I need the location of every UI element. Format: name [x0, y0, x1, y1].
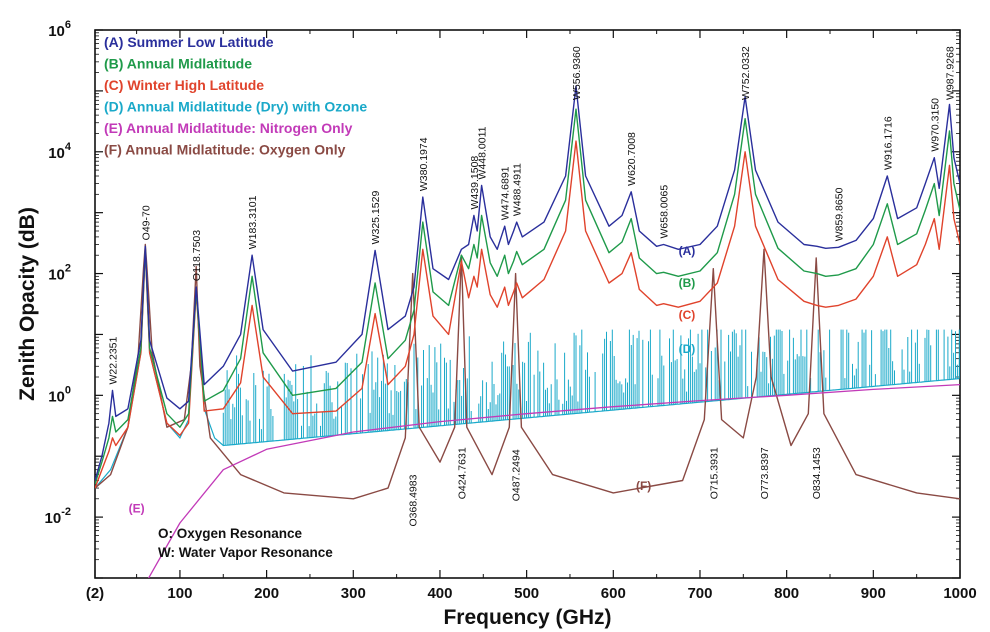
- peak-label: O49-70: [140, 205, 152, 240]
- x-tick-label: 900: [861, 585, 886, 602]
- x-tick-label: 300: [341, 585, 366, 602]
- peak-label: W488.4911: [512, 163, 524, 216]
- peak-labels: W22.2351 O49-70 O118.7503 W183.3101 W325.152…: [108, 46, 957, 384]
- x-tick-label: 600: [601, 585, 626, 602]
- legend-item-d: (D) Annual Midlatitude (Dry) with Ozone: [104, 99, 367, 115]
- peak-label: W620.7008: [626, 132, 638, 186]
- peak-label: W380.1974: [418, 137, 430, 191]
- dip-label: O368.4983: [408, 474, 420, 526]
- series-d-spikes: [222, 329, 960, 446]
- x-tick-label: (2): [86, 585, 104, 602]
- plot-frame: [94, 29, 961, 579]
- peak-label: W474.6891: [500, 166, 512, 220]
- peak-label: O118.7503: [191, 230, 203, 281]
- series-a-line: [95, 85, 960, 481]
- legend-item-c: (C) Winter High Latitude: [104, 77, 264, 93]
- peak-label: W439.1508: [469, 156, 481, 210]
- resonance-note: O: Oxygen Resonance: [158, 526, 303, 541]
- peak-label: W916.1716: [882, 116, 894, 170]
- x-tick-label: 800: [774, 585, 799, 602]
- peak-label: W183.3101: [247, 195, 259, 249]
- y-tick-label: 102: [48, 263, 71, 284]
- peak-label: W325.1529: [370, 191, 382, 245]
- dip-label: O487.2494: [511, 449, 523, 501]
- series-tags: (A) (B) (C) (D) (E) (F): [129, 244, 696, 515]
- peak-label: W658.0065: [659, 185, 671, 239]
- series-tag-c: (C): [679, 308, 696, 322]
- x-tick-label: 700: [687, 585, 712, 602]
- x-tick-label: 500: [514, 585, 539, 602]
- x-tick-label: 400: [427, 585, 452, 602]
- y-tick-label: 106: [48, 19, 71, 40]
- dip-label: O834.1453: [811, 447, 823, 499]
- legend-item-b: (B) Annual Midlatitude: [104, 56, 252, 72]
- series-e-line: [147, 383, 960, 578]
- series-tag-e: (E): [129, 501, 145, 515]
- peak-label: W970.3150: [929, 98, 941, 152]
- series-d-line: [95, 246, 960, 489]
- dip-label: O424.7631: [456, 447, 468, 499]
- dip-label: O715.3931: [708, 447, 720, 499]
- peak-label: W859.8650: [834, 187, 846, 241]
- series-tag-b: (B): [679, 276, 696, 290]
- x-tick-label: 200: [254, 585, 279, 602]
- y-axis-title: Zenith Opacity (dB): [16, 207, 39, 401]
- peak-label: W752.0332: [740, 46, 752, 100]
- peak-label: W448.0011: [477, 126, 489, 179]
- resonance-note: W: Water Vapor Resonance: [158, 545, 333, 560]
- x-tick-label: 1000: [943, 585, 976, 602]
- plot-area: [95, 85, 960, 578]
- x-axis-ticks: (2) 100 200 300 400 500 600 700 800 900 1000: [86, 30, 977, 602]
- legend-item-f: (F) Annual Midlatitude: Oxygen Only: [104, 142, 346, 158]
- y-tick-label: 10-2: [45, 506, 71, 527]
- series-tag-d: (D): [679, 342, 696, 356]
- x-tick-label: 100: [167, 585, 192, 602]
- series-f-line: [95, 243, 960, 500]
- dip-label: O773.8397: [759, 447, 771, 499]
- series-tag-a: (A): [679, 244, 696, 258]
- peak-label: W556.9360: [571, 46, 583, 100]
- resonance-notes: O: Oxygen Resonance W: Water Vapor Resona…: [158, 526, 333, 560]
- legend-item-e: (E) Annual Midlatitude: Nitrogen Only: [104, 120, 353, 136]
- dip-labels: O368.4983 O424.7631 O487.2494 O715.3931 O773…: [408, 447, 824, 526]
- x-axis-title: Frequency (GHz): [443, 606, 611, 629]
- y-tick-label: 100: [48, 384, 71, 405]
- legend: (A) Summer Low Latitude (B) Annual Midlat…: [104, 34, 367, 158]
- y-tick-label: 104: [48, 141, 72, 162]
- legend-item-a: (A) Summer Low Latitude: [104, 34, 274, 50]
- series-tag-f: (F): [636, 479, 651, 493]
- peak-label: W22.2351: [108, 336, 120, 384]
- peak-label: W987.9268: [945, 46, 957, 100]
